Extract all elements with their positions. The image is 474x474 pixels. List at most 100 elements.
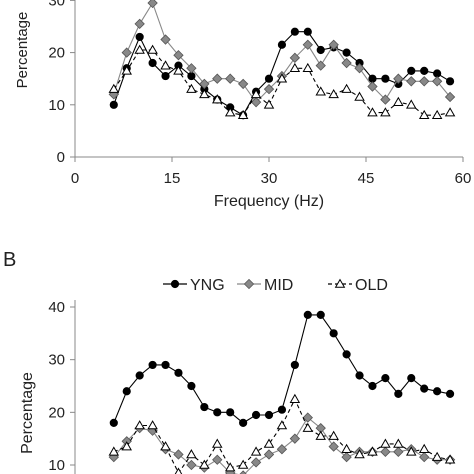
panel-b-point-yng	[316, 310, 325, 319]
panel-a-y-ticks: 0 10 20 30	[48, 0, 75, 166]
panel-a-point-old	[160, 60, 171, 70]
panel-b-point-old	[237, 459, 249, 469]
panel-a-point-old	[354, 91, 365, 101]
panel-b-point-yng	[148, 360, 157, 370]
panel-a-point-old	[380, 107, 391, 117]
panel-b-point-old	[302, 422, 314, 432]
panel-a-point-old	[276, 73, 288, 83]
panel-a-point-yng	[277, 40, 287, 49]
panel-b-point-mid	[276, 444, 288, 455]
panel-b-point-yng	[277, 405, 287, 414]
panel-b-point-yng	[290, 360, 299, 370]
panel-a-point-yng	[420, 66, 429, 75]
panel-b-point-yng	[381, 374, 390, 383]
panel-a-x-tick-label: 15	[164, 170, 181, 187]
panel-a-point-mid	[406, 76, 417, 87]
panel-b-point-old	[380, 438, 391, 448]
legend-marker-mid	[243, 278, 255, 290]
panel-a-point-mid	[173, 50, 184, 61]
legend-label-mid: MID	[264, 277, 293, 294]
panel-a-point-mid	[212, 73, 223, 84]
panel-a-point-mid	[367, 81, 378, 92]
panel-b-y-tick-label: 10	[48, 457, 65, 474]
panel-b-point-yng	[445, 389, 455, 398]
panel-b-point-mid	[341, 451, 352, 463]
panel-a-point-mid	[225, 73, 236, 84]
panel-b-point-mid	[380, 446, 391, 457]
panel-b-point-yng	[135, 371, 144, 380]
panel-a-point-yng	[303, 27, 312, 36]
panel-a-point-old	[367, 107, 378, 117]
panel-a-point-yng	[290, 27, 299, 36]
panel-b-point-yng	[433, 387, 442, 396]
panel-a-point-yng	[381, 74, 390, 83]
panel-b-point-old	[224, 462, 236, 472]
panel-a-x-axis-title: Frequency (Hz)	[214, 193, 324, 210]
panel-a-point-yng	[187, 71, 196, 81]
panel-a-point-mid	[393, 73, 404, 84]
legend-marker-yng	[170, 279, 180, 289]
panel-a-point-old	[341, 83, 352, 93]
panel-a-point-old	[173, 65, 184, 75]
panel-a-point-mid	[380, 94, 391, 105]
panel-b-point-yng	[407, 374, 416, 383]
panel-a-point-yng	[135, 32, 144, 42]
panel-a-point-old	[237, 109, 249, 120]
panel-b-point-old	[212, 438, 223, 448]
legend-item-yng: YNG	[163, 277, 225, 294]
panel-a-point-yng	[342, 48, 351, 57]
panel-a-point-mid	[160, 34, 171, 45]
panel-b-point-yng	[251, 410, 261, 420]
panel-a-point-old	[199, 88, 210, 99]
panel-b-point-mid	[263, 449, 275, 460]
panel-a-y-tick-label: 0	[57, 149, 65, 166]
panel-b-point-old	[328, 430, 339, 440]
legend-item-old: OLD	[328, 277, 388, 294]
panel-b-series	[108, 310, 456, 474]
panel-a-point-mid	[121, 47, 132, 58]
panel-b-point-old	[367, 446, 378, 456]
panel-b-point-old	[108, 446, 120, 456]
panel-a-point-old	[328, 88, 339, 99]
panel-a-point-yng	[264, 74, 274, 83]
panel-b-point-old	[263, 438, 275, 448]
panel-b-point-old	[199, 459, 210, 469]
panel-a-point-old	[289, 62, 301, 73]
panel-b-point-yng	[342, 350, 351, 359]
panel-a-series-old	[108, 44, 456, 120]
panel-b-point-yng	[226, 408, 235, 417]
panel-b-point-old	[250, 446, 262, 456]
panel-a-point-mid	[263, 83, 275, 95]
panel-b-point-old	[341, 443, 352, 453]
panel-a-point-mid	[250, 97, 262, 108]
chart-panel-a: Percentage 0 10 20 30 0 15 30 45 60 Frequency (…	[14, 0, 471, 210]
panel-a-point-yng	[148, 58, 157, 68]
panel-a-point-yng	[445, 77, 455, 86]
panel-a-series	[108, 0, 456, 120]
panel-a-point-mid	[199, 78, 210, 90]
panel-a-point-old	[250, 88, 262, 99]
panel-b-point-old	[186, 449, 197, 459]
panel-a-point-yng	[433, 69, 442, 78]
panel-a-point-yng	[109, 100, 118, 109]
panel-a-x-tick-label: 45	[358, 170, 375, 187]
panel-b-point-old	[418, 443, 430, 453]
panel-b-point-yng	[161, 360, 170, 370]
panel-a-point-mid	[328, 39, 339, 50]
panel-b-point-old	[160, 441, 171, 451]
panel-b-point-mid	[289, 433, 301, 444]
panel-a-point-old	[263, 99, 275, 109]
panel-b-point-yng	[329, 329, 338, 338]
panel-b-point-yng	[174, 368, 183, 377]
panel-b-point-yng	[420, 384, 429, 393]
panel-b-point-yng	[239, 418, 248, 427]
legend-label-old: OLD	[355, 277, 388, 294]
panel-a-point-yng	[161, 71, 170, 81]
panel-b-point-yng	[355, 371, 364, 380]
panel-a-point-old	[431, 109, 443, 120]
panel-a-point-mid	[431, 76, 443, 87]
panel-a-point-old	[121, 65, 132, 75]
panel-b-series-line-old	[113, 397, 451, 474]
panel-a-point-old	[444, 107, 456, 117]
